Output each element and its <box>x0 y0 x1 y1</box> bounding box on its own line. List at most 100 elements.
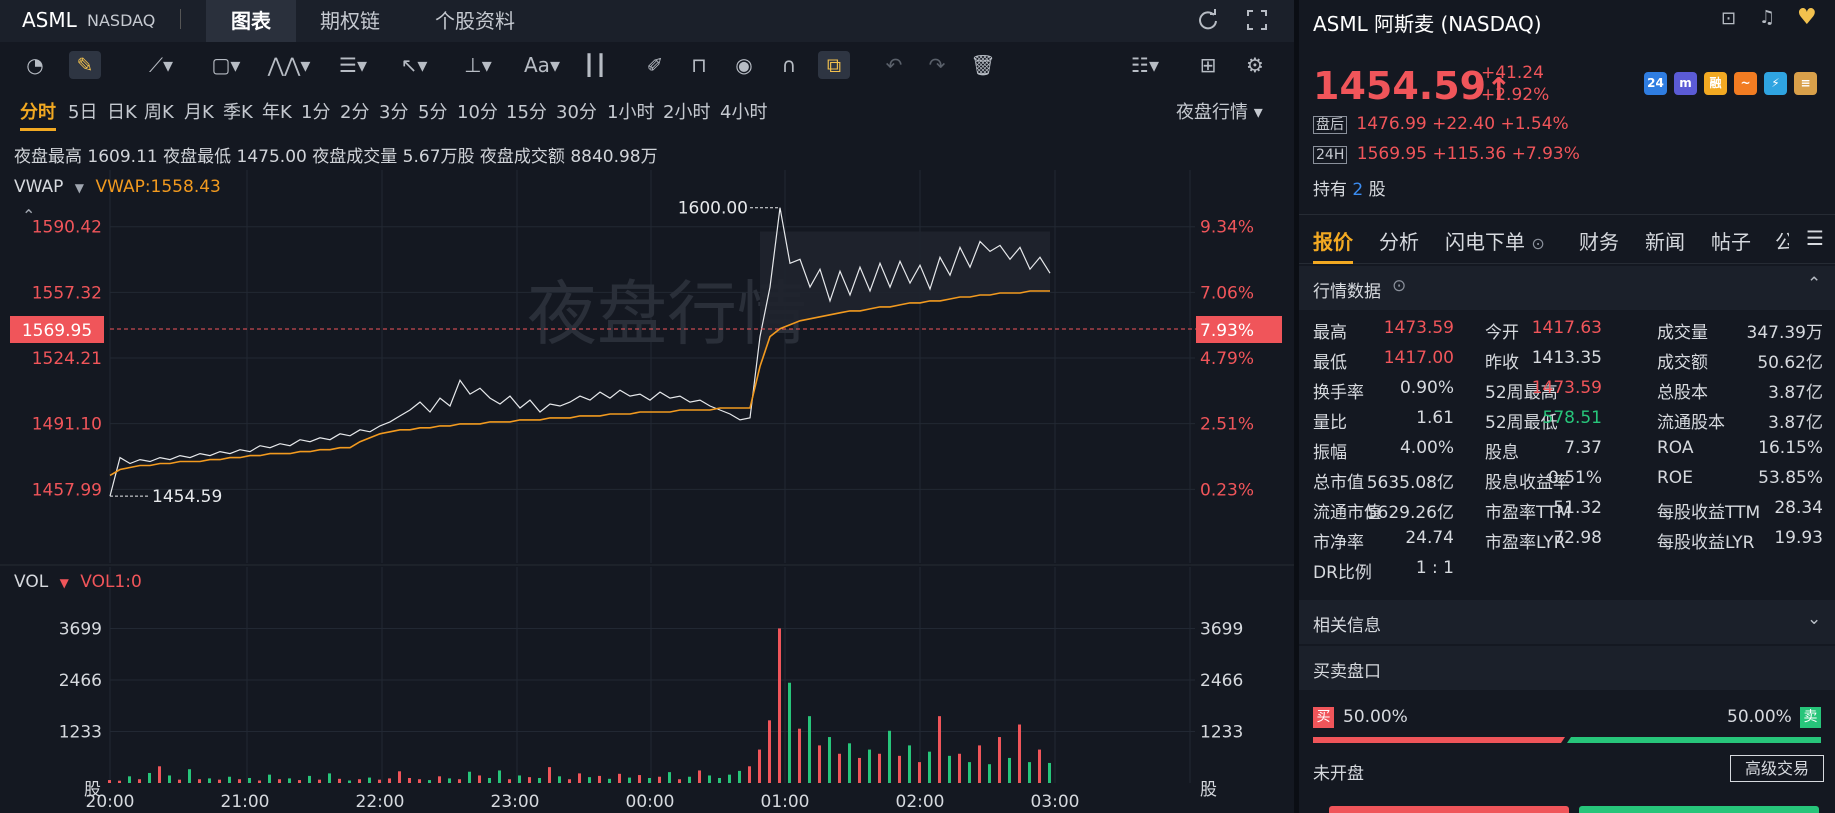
text-icon[interactable]: Aa▾ <box>518 51 566 79</box>
period-tab[interactable]: 月K <box>184 98 214 124</box>
vol-unit-right: 股 <box>1200 775 1217 800</box>
period-tab[interactable]: 15分 <box>506 98 547 124</box>
collapse-icon[interactable]: ⌃ <box>22 206 35 225</box>
tab-overflow[interactable]: 公 <box>1775 226 1789 255</box>
period-tab[interactable]: 分时 <box>20 98 56 131</box>
magnet-icon[interactable]: ∩ <box>774 51 804 79</box>
tab-flash-order-label: 闪电下单 <box>1445 230 1525 254</box>
app-m-icon[interactable]: m <box>1674 72 1697 95</box>
buy-button[interactable] <box>1329 806 1569 813</box>
sell-button[interactable] <box>1579 806 1819 813</box>
period-tab[interactable]: 10分 <box>457 98 498 124</box>
pen-icon[interactable]: ✎ <box>69 51 101 79</box>
holding-qty[interactable]: 2 <box>1352 180 1363 200</box>
app-stack-icon[interactable]: ≡ <box>1794 72 1817 95</box>
period-tab[interactable]: 日K <box>107 98 137 124</box>
period-tab[interactable]: 季K <box>223 98 253 124</box>
measure-icon[interactable]: ⊥▾ <box>455 51 501 79</box>
app-flash-icon[interactable]: ⚡ <box>1764 72 1787 95</box>
refresh-icon[interactable] <box>1196 8 1220 32</box>
trash-icon[interactable]: 🗑 <box>968 51 998 79</box>
buy-ratio-fill <box>1313 737 1565 743</box>
gauge-icon[interactable]: ◔ <box>20 51 50 79</box>
line-icon[interactable]: ⟋▾ <box>140 51 182 79</box>
market-data-header[interactable]: 行情数据 ⊙ ⌃ <box>1299 266 1835 310</box>
volume-bar <box>778 628 781 783</box>
tab-analysis[interactable]: 分析 <box>1379 226 1419 255</box>
fib-icon[interactable]: ☰▾ <box>330 51 376 79</box>
bookmark-icon[interactable]: ⊡ <box>1721 8 1736 29</box>
eye-icon[interactable]: ◉ <box>728 51 760 79</box>
x-tick-label: 01:00 <box>761 792 810 812</box>
chevron-down-icon[interactable]: ⌄ <box>1807 609 1821 629</box>
tab-posts[interactable]: 帖子 <box>1711 226 1751 255</box>
period-tab[interactable]: 5分 <box>418 98 447 124</box>
arrow-icon[interactable]: ↖▾ <box>393 51 435 79</box>
price-chart[interactable]: 夜盘行情 1590.42 9.34%1557.32 7.06%1524.21 4.79… <box>0 170 1294 563</box>
tab-financials[interactable]: 财务 <box>1579 226 1619 255</box>
volume-bar <box>858 758 861 783</box>
metric-label: ROE <box>1657 468 1693 488</box>
vol-indicator[interactable]: VOL ▼ VOL1:0 <box>14 572 142 592</box>
tab-stock-profile[interactable]: 个股资料 <box>420 0 530 42</box>
volume-bar <box>228 777 231 783</box>
layout-icon[interactable]: ☷▾ <box>1122 51 1168 79</box>
link-icon[interactable]: ⧉ <box>818 51 850 79</box>
tab-option-chain[interactable]: 期权链 <box>310 0 390 42</box>
volume-bar <box>368 778 371 783</box>
eraser-icon[interactable]: ✐ <box>640 51 670 79</box>
h24-pct: +7.93% <box>1512 144 1580 164</box>
volume-chart[interactable]: 3699 3699 2466 2466 1233 1233 20:00 21:00 22:00… <box>0 563 1294 813</box>
grid-icon[interactable]: ⊞ <box>1193 51 1223 79</box>
vwap-indicator[interactable]: VWAP ▼ VWAP:1558.43 <box>14 177 221 197</box>
volume-bar <box>248 778 251 783</box>
h24-price: 1569.95 <box>1357 144 1427 164</box>
volume-bar <box>298 780 301 783</box>
buy-pct: 50.00% <box>1343 707 1408 727</box>
chevron-up-icon[interactable]: ⌃ <box>1807 274 1821 294</box>
rect-icon[interactable]: ▢▾ <box>205 51 247 79</box>
period-tab[interactable]: 2小时 <box>663 98 710 124</box>
related-info-header[interactable]: 相关信息 ⌄ <box>1299 600 1835 644</box>
after-hours-pct: +1.54% <box>1500 114 1568 134</box>
candles-icon[interactable]: ┃┃ <box>580 51 610 79</box>
chart-header: ASML NASDAQ 图表 期权链 个股资料 <box>0 0 1294 42</box>
chevron-down-icon[interactable]: ▼ <box>60 576 69 590</box>
wave-icon[interactable]: ⋀⋀▾ <box>266 51 312 79</box>
tab-flash-order[interactable]: 闪电下单 ⊙ <box>1445 226 1545 255</box>
session-select[interactable]: 夜盘行情 ▾ <box>1176 98 1263 124</box>
tab-chart[interactable]: 图表 <box>206 0 296 42</box>
x-tick-label: 23:00 <box>491 792 540 812</box>
lock-icon[interactable]: ⊓ <box>684 51 714 79</box>
fullscreen-icon[interactable] <box>1246 9 1268 31</box>
after-hours-price: 1476.99 <box>1356 114 1426 134</box>
undo-icon[interactable]: ↶ <box>879 51 909 79</box>
bell-icon[interactable]: ♫ <box>1759 7 1775 28</box>
tab-quote[interactable]: 报价 <box>1313 226 1353 264</box>
period-tab[interactable]: 年K <box>262 98 292 124</box>
period-tab[interactable]: 30分 <box>556 98 597 124</box>
holding-row: 持有 2 股 <box>1313 175 1386 200</box>
period-tab[interactable]: 2分 <box>340 98 369 124</box>
period-tab[interactable]: 5日 <box>68 98 97 124</box>
price-change: +41.24 <box>1481 63 1544 83</box>
advanced-trade-button[interactable]: 高级交易 <box>1730 755 1824 782</box>
volume-bar <box>478 775 481 783</box>
period-tab[interactable]: 1小时 <box>607 98 654 124</box>
period-tab[interactable]: 周K <box>144 98 174 124</box>
volume-bar <box>388 778 391 783</box>
settings-icon[interactable]: ⚙ <box>1240 51 1270 79</box>
period-tab[interactable]: 3分 <box>379 98 408 124</box>
heart-icon[interactable]: ♥ <box>1797 5 1817 30</box>
period-tab[interactable]: 1分 <box>301 98 330 124</box>
app-trend-icon[interactable]: ~ <box>1734 72 1757 95</box>
volume-bar <box>798 729 801 783</box>
period-tab[interactable]: 4小时 <box>720 98 767 124</box>
redo-icon[interactable]: ↷ <box>922 51 952 79</box>
app-margin-icon[interactable]: 融 <box>1704 72 1727 95</box>
app-24h-icon[interactable]: 24 <box>1644 72 1667 95</box>
chevron-down-icon[interactable]: ▼ <box>75 181 84 195</box>
tab-news[interactable]: 新闻 <box>1645 226 1685 255</box>
metric-label: 股息 <box>1485 438 1519 463</box>
menu-icon[interactable]: ☰ <box>1806 226 1824 250</box>
